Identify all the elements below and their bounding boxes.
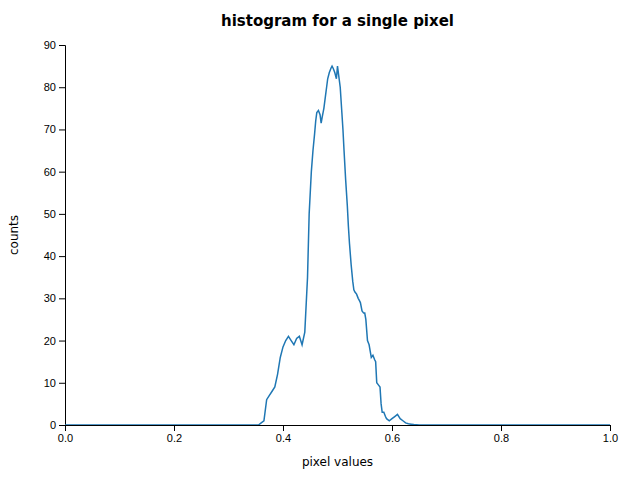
- x-axis-tick-mark: [392, 425, 393, 431]
- plot: 0.0 0.2 0.4 0.6 0.8 1.0 0 10 20 30 40 50 60 70 80 90: [44, 39, 618, 444]
- x-axis-tick-label: 0.8: [494, 432, 509, 444]
- x-axis-tick-mark: [283, 425, 284, 431]
- chart: 0.0 0.2 0.4 0.6 0.8 1.0 0 10 20 30 40 50 60 70 80 90 his…: [0, 0, 640, 480]
- y-axis-tick-mark: [59, 383, 65, 384]
- y-axis-tick-label: 0: [50, 419, 56, 431]
- y-axis-tick-mark: [59, 341, 65, 342]
- y-axis-line: [59, 46, 66, 426]
- y-axis-tick: 30: [44, 292, 65, 304]
- x-axis-tick: 1.0: [603, 425, 618, 444]
- y-axis-tick-mark: [59, 45, 65, 46]
- x-axis-line: [66, 426, 611, 432]
- y-axis-title: counts: [7, 215, 21, 255]
- x-axis-tick-label: 0.2: [167, 432, 182, 444]
- y-axis-tick-label: 30: [44, 292, 56, 304]
- y-axis-tick: 90: [44, 39, 65, 51]
- y-axis-tick: 0: [50, 419, 65, 431]
- y-axis-tick-label: 20: [44, 335, 56, 347]
- x-axis-title: pixel values: [302, 455, 373, 469]
- x-axis-tick: 0.0: [58, 425, 73, 444]
- x-axis-tick-mark: [610, 425, 611, 431]
- y-axis-tick-mark: [59, 256, 65, 257]
- y-axis-tick: 40: [44, 250, 65, 262]
- x-axis: 0.0 0.2 0.4 0.6 0.8 1.0: [58, 425, 618, 444]
- title: histogram for a single pixel: [221, 12, 454, 30]
- y-axis-tick-label: 70: [44, 123, 56, 135]
- x-axis-tick-mark: [174, 425, 175, 431]
- y-axis-tick: 10: [44, 377, 65, 389]
- y-axis-tick: 60: [44, 166, 65, 178]
- y-axis-tick: 70: [44, 123, 65, 135]
- y-axis-tick-mark: [59, 214, 65, 215]
- x-axis-tick-label: 0.6: [385, 432, 400, 444]
- y-axis-tick-label: 40: [44, 250, 56, 262]
- y-axis-tick-label: 50: [44, 208, 56, 220]
- y-axis-tick-mark: [59, 425, 65, 426]
- x-axis-tick-label: 0.4: [276, 432, 291, 444]
- y-axis-tick-mark: [59, 298, 65, 299]
- y-axis-tick: 50: [44, 208, 65, 220]
- y-axis: 0 10 20 30 40 50 60 70 80 90: [44, 39, 66, 431]
- y-axis-tick-label: 10: [44, 377, 56, 389]
- y-axis-tick-mark: [59, 172, 65, 173]
- x-axis-tick-label: 0.0: [58, 432, 73, 444]
- x-axis-tick-label: 1.0: [603, 432, 618, 444]
- x-axis-tick-mark: [501, 425, 502, 431]
- y-axis-tick-label: 60: [44, 166, 56, 178]
- y-axis-tick-mark: [59, 87, 65, 88]
- y-axis-tick-mark: [59, 129, 65, 130]
- x-axis-tick: 0.6: [385, 425, 400, 444]
- line: [65, 66, 610, 425]
- y-axis-tick-label: 90: [44, 39, 56, 51]
- x-axis-tick: 0.4: [276, 425, 291, 444]
- x-axis-tick: 0.8: [494, 425, 509, 444]
- y-axis-tick-label: 80: [44, 81, 56, 93]
- x-axis-tick: 0.2: [167, 425, 182, 444]
- marks: [65, 66, 610, 425]
- y-axis-tick: 80: [44, 81, 65, 93]
- y-axis-tick: 20: [44, 335, 65, 347]
